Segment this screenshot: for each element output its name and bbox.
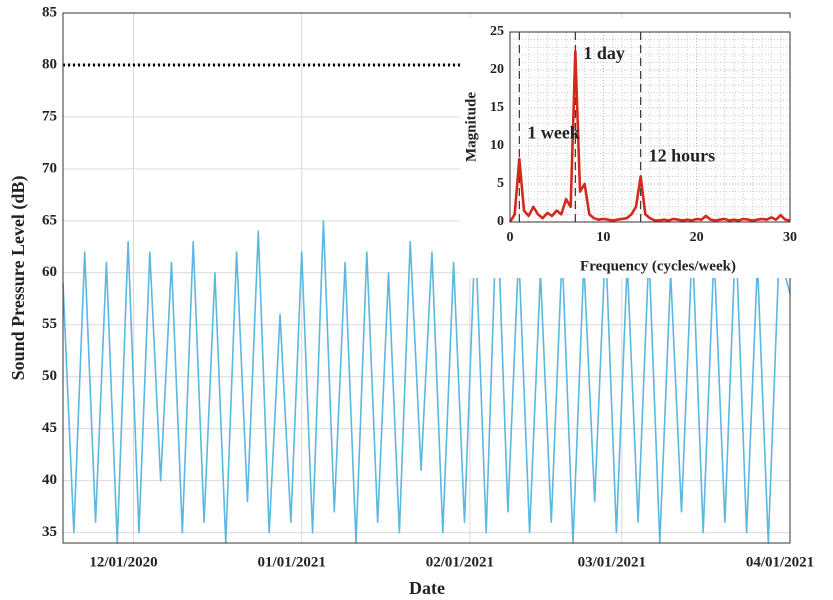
annotation: 1 day (583, 43, 625, 63)
x-tick-label: 12/01/2020 (89, 554, 157, 570)
x-tick-label: 0 (507, 230, 514, 245)
x-tick-label: 03/01/2021 (578, 554, 646, 570)
y-tick-label: 75 (42, 108, 57, 124)
y-tick-label: 10 (490, 138, 504, 153)
y-tick-label: 40 (42, 472, 57, 488)
y-tick-label: 45 (42, 420, 57, 436)
y-tick-label: 70 (42, 160, 57, 176)
y-tick-label: 20 (490, 62, 504, 77)
x-tick-label: 02/01/2021 (426, 554, 494, 570)
y-tick-label: 65 (42, 212, 57, 228)
inset-plot-area (510, 32, 790, 222)
y-axis-label: Sound Pressure Level (dB) (8, 176, 29, 381)
y-tick-label: 85 (42, 4, 57, 20)
annotation: 12 hours (649, 146, 716, 166)
annotation: 1 week (527, 123, 580, 143)
y-tick-label: 35 (42, 524, 57, 540)
plot-frame (509, 31, 791, 223)
y-tick-label: 55 (42, 316, 57, 332)
y-tick-label: 80 (42, 56, 57, 72)
x-axis-label: Frequency (cycles/week) (580, 258, 736, 274)
y-tick-label: 60 (42, 264, 57, 280)
x-tick-label: 04/01/2021 (746, 554, 814, 570)
y-tick-label: 0 (497, 214, 504, 229)
x-tick-label: 01/01/2021 (258, 554, 326, 570)
y-tick-label: 50 (42, 368, 57, 384)
data-line (62, 199, 791, 544)
x-tick-label: 30 (783, 230, 797, 245)
x-tick-label: 10 (596, 230, 610, 245)
x-tick-label: 20 (690, 230, 704, 245)
y-tick-label: 25 (490, 24, 504, 39)
data-line (508, 49, 791, 223)
y-tick-label: 5 (497, 176, 504, 191)
y-axis-label: Magnitude (463, 92, 479, 162)
x-axis-label: Date (409, 578, 445, 598)
y-tick-label: 15 (490, 100, 504, 115)
